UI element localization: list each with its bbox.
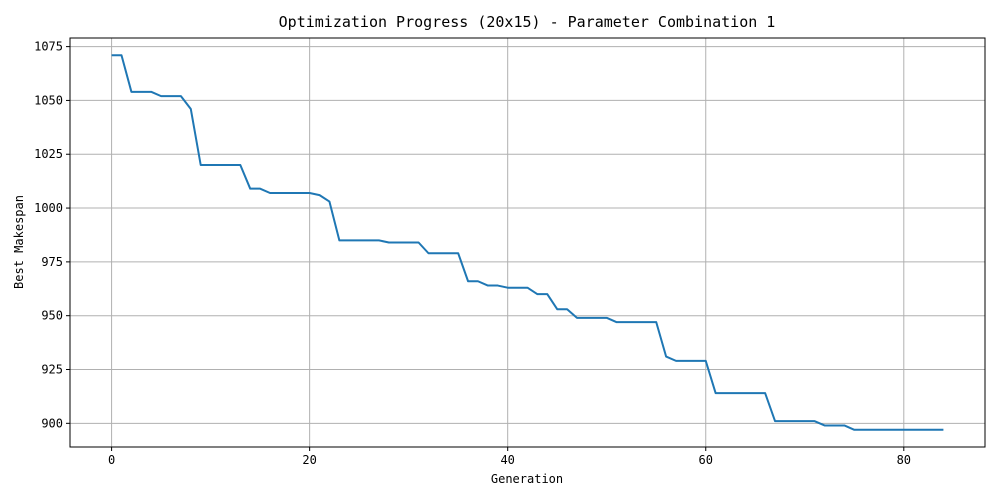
x-tick-label: 60 [699, 453, 713, 467]
y-tick-label: 950 [41, 309, 63, 323]
chart-title: Optimization Progress (20x15) - Paramete… [279, 13, 776, 31]
y-tick-label: 900 [41, 416, 63, 430]
x-axis-ticks: 0 20 40 60 80 [108, 447, 911, 467]
grid-lines [70, 38, 985, 447]
x-tick-label: 40 [500, 453, 514, 467]
y-tick-label: 1025 [34, 147, 63, 161]
x-axis-label: Generation [491, 472, 563, 486]
y-axis-ticks: 900 925 950 975 1000 1025 1050 1075 [34, 40, 70, 430]
x-tick-label: 20 [302, 453, 316, 467]
y-tick-label: 1000 [34, 201, 63, 215]
y-tick-label: 1075 [34, 40, 63, 54]
y-tick-label: 925 [41, 363, 63, 377]
plot-area-frame [69, 37, 986, 448]
y-tick-label: 975 [41, 255, 63, 269]
x-tick-label: 0 [108, 453, 115, 467]
x-tick-label: 80 [897, 453, 911, 467]
y-tick-label: 1050 [34, 93, 63, 107]
series-line-best-makespan [111, 54, 944, 431]
y-axis-label: Best Makespan [12, 195, 26, 289]
